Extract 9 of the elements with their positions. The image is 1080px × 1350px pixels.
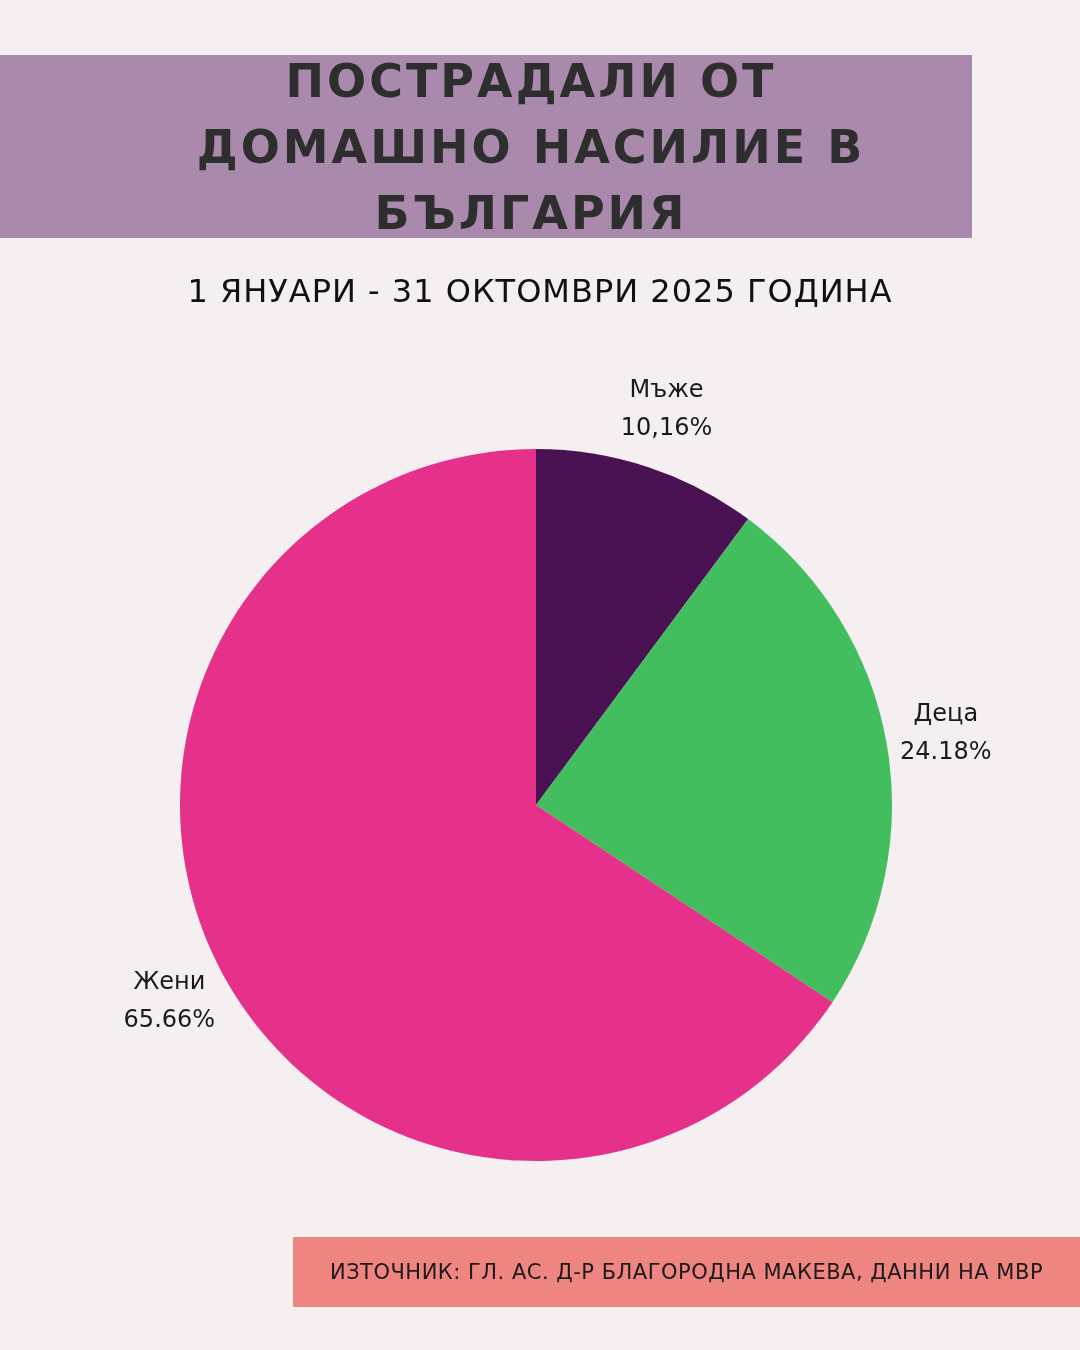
chart-subtitle: 1 ЯНУАРИ - 31 ОКТОМВРИ 2025 ГОДИНА (186, 272, 894, 310)
data-label: 65.66% (123, 1004, 216, 1033)
slice-label: Мъже (629, 375, 704, 404)
text: ИЗТОЧНИК: ГЛ. АС. Д-Р БЛАГОРОДНА МАКЕВА, ДАННИ НА МВР (293, 1237, 1080, 1307)
chart-title: ПОСТРАДАЛИ ОТ ДОМАШНО НАСИЛИЕ В БЪЛГАРИЯ (195, 52, 867, 242)
data-label: 24.18% (900, 736, 992, 765)
slice-label: Жени (133, 966, 206, 995)
slice-label: Деца (913, 698, 979, 727)
data-label: 10,16% (620, 413, 713, 442)
